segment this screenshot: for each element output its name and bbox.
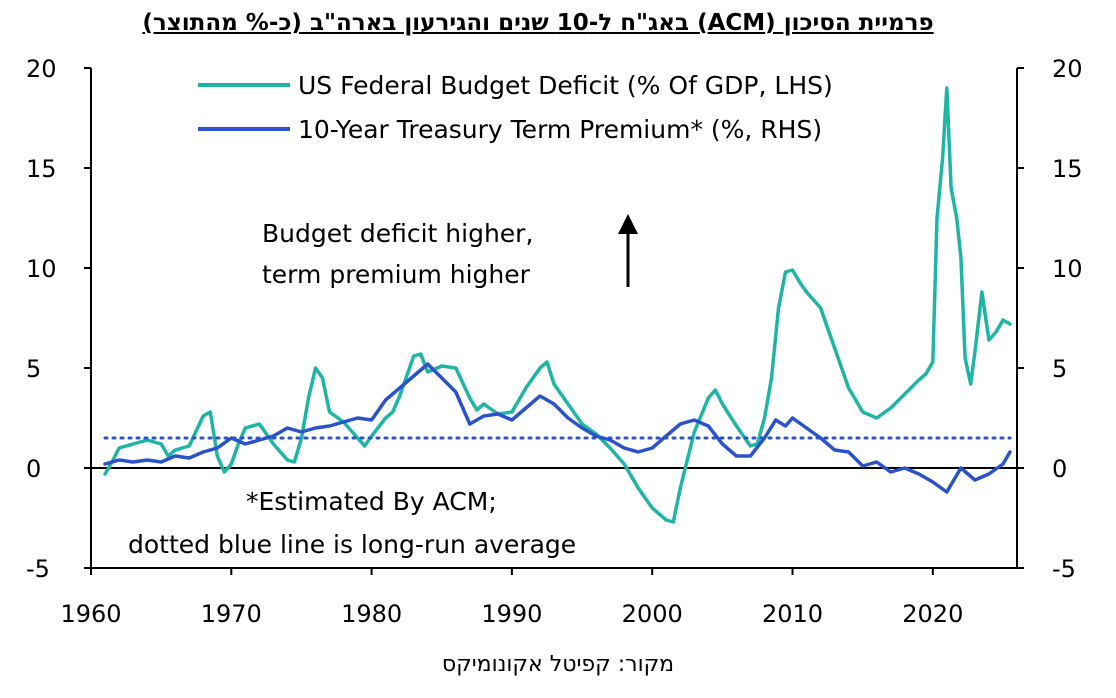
y-tick-label-right: 15: [1052, 155, 1083, 183]
legend-label-deficit: US Federal Budget Deficit (% Of GDP, LHS…: [298, 71, 833, 100]
x-axis: 1960 1970 1980 1990 2000 2010 2020: [60, 568, 963, 628]
annotation-footnote: *Estimated By ACM; dotted blue line is l…: [128, 487, 576, 559]
y-axis-right: -5 0 5 10 15 20: [1017, 55, 1083, 583]
y-axis-left: -5 0 5 10 15 20: [26, 55, 91, 583]
series-line-term-premium: [103, 362, 1012, 494]
x-tick-label: 1980: [341, 600, 402, 628]
x-tick-label: 1960: [60, 600, 121, 628]
footnote-line-1: *Estimated By ACM;: [246, 487, 497, 516]
y-tick-label-left: -5: [26, 555, 50, 583]
legend-label-term-premium: 10-Year Treasury Term Premium* (%, RHS): [298, 115, 822, 144]
chart-title: פרמיית הסיכון (ACM) באג"ח ל-10 שנים והגי…: [142, 10, 934, 36]
x-tick-label: 1970: [201, 600, 262, 628]
annotation-higher-line-2: term premium higher: [262, 260, 531, 289]
y-tick-label-left: 15: [26, 155, 57, 183]
plot-frame: [90, 68, 1018, 569]
x-tick-label: 2010: [762, 600, 823, 628]
annotation-higher-line-1: Budget deficit higher,: [262, 219, 533, 248]
series-layer: [103, 86, 1012, 524]
y-tick-label-left: 5: [26, 355, 41, 383]
y-tick-label-right: -5: [1052, 555, 1076, 583]
series-line-deficit: [103, 86, 1012, 524]
x-tick-label: 2000: [622, 600, 683, 628]
annotation-higher: Budget deficit higher, term premium high…: [262, 214, 638, 289]
y-tick-label-right: 10: [1052, 255, 1083, 283]
footnote-line-2: dotted blue line is long-run average: [128, 530, 576, 559]
y-tick-label-left: 10: [26, 255, 57, 283]
legend: US Federal Budget Deficit (% Of GDP, LHS…: [198, 71, 833, 144]
y-tick-label-right: 0: [1052, 455, 1067, 483]
up-arrow-head-icon: [618, 214, 638, 234]
y-tick-label-right: 20: [1052, 55, 1083, 83]
x-tick-label: 2020: [902, 600, 963, 628]
x-tick-label: 1990: [481, 600, 542, 628]
y-tick-label-left: 0: [26, 455, 41, 483]
source-note: מקור: קפיטל אקונומיקס: [441, 652, 675, 677]
y-tick-label-left: 20: [26, 55, 57, 83]
y-tick-label-right: 5: [1052, 355, 1067, 383]
